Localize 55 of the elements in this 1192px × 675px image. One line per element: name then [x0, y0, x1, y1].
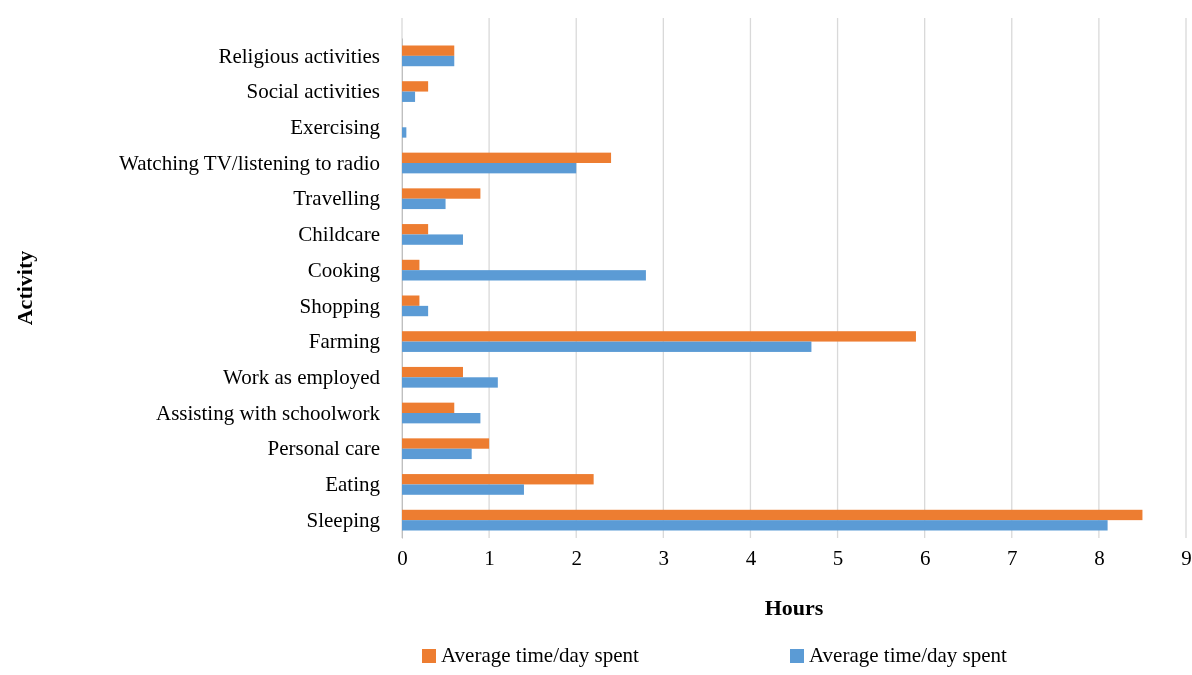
bar: [402, 270, 646, 281]
y-tick-label: Personal care: [267, 436, 380, 461]
bar: [402, 188, 481, 199]
y-tick-label: Assisting with schoolwork: [155, 400, 381, 425]
bar: [402, 198, 446, 210]
y-tick-label: Farming: [308, 329, 381, 354]
x-tick-label: 5: [832, 545, 844, 570]
x-tick-label: 4: [745, 545, 757, 570]
bar: [402, 152, 612, 163]
x-tick-label: 8: [1094, 545, 1105, 570]
y-tick-label: Exercising: [290, 115, 381, 140]
x-tick-label: 1: [484, 545, 495, 570]
bar: [402, 474, 594, 485]
bar: [402, 448, 472, 460]
y-tick-label: Shopping: [299, 293, 381, 318]
y-tick-label: Cooking: [307, 257, 381, 282]
bar: [402, 127, 407, 138]
y-tick-label: Eating: [325, 472, 381, 497]
y-axis-title: Activity: [12, 250, 37, 326]
bar: [402, 341, 812, 352]
x-tick-label: 9: [1181, 545, 1192, 570]
bar: [402, 91, 416, 102]
x-tick-label: 0: [397, 545, 408, 570]
y-tick-label: Watching TV/listening to radio: [119, 150, 380, 175]
bar: [402, 484, 524, 495]
y-tick-label: Social activities: [246, 79, 380, 104]
bar: [402, 366, 463, 378]
y-tick-label: Work as employed: [223, 365, 381, 390]
y-tick-label: Childcare: [298, 222, 380, 247]
legend-label: Average time/day spent: [809, 643, 1008, 667]
x-tick-label: 2: [571, 545, 582, 570]
bar: [402, 163, 577, 174]
bar: [402, 55, 455, 67]
bar: [402, 81, 429, 92]
y-tick-label: Religious activities: [218, 43, 380, 68]
y-tick-label: Travelling: [293, 186, 381, 211]
bar: [402, 438, 490, 449]
legend-label: Average time/day spent: [441, 643, 640, 667]
y-tick-label: Sleeping: [306, 507, 381, 532]
bar: [402, 377, 498, 388]
bar: [402, 509, 1143, 521]
bar: [402, 259, 420, 271]
bar: [402, 45, 455, 56]
bar: [402, 402, 455, 413]
x-tick-label: 6: [919, 545, 931, 570]
x-axis-title: Hours: [764, 595, 824, 620]
bar: [402, 520, 1108, 531]
x-tick-label: 7: [1007, 545, 1018, 570]
bar: [402, 305, 429, 317]
bar: [402, 234, 463, 245]
bar: [402, 413, 481, 424]
x-tick-label: 3: [658, 545, 670, 570]
bar: [402, 224, 429, 235]
bar: [402, 295, 420, 306]
bar: [402, 331, 916, 342]
